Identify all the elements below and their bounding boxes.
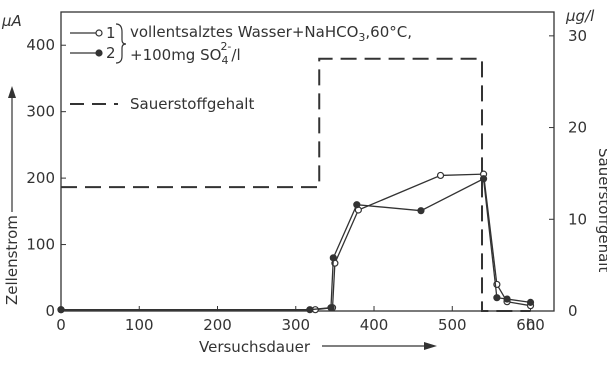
x-tick-label: 0 [56, 316, 66, 334]
legend-text-2-end: /l [231, 46, 240, 64]
legend: 1 2 vollentsalztes Wasser+NaHCO3,60°C, +… [70, 23, 412, 113]
x-tick-label: 500 [438, 316, 467, 334]
x-axis-arrowhead [424, 342, 437, 350]
legend-text-1-main: vollentsalztes Wasser+NaHCO [130, 23, 358, 41]
x-tick-label: 400 [360, 316, 389, 334]
legend-text-2-sub: 4 [221, 54, 228, 67]
y-axis-title-group: Zellenstrom [3, 215, 21, 305]
legend-marker-2 [96, 50, 102, 56]
y-axis-unit: µA [1, 12, 22, 30]
series-2-line [61, 179, 531, 310]
series-1-line [61, 174, 531, 310]
x-tick-label: 200 [203, 316, 232, 334]
y2-tick-label: 10 [568, 210, 587, 228]
legend-text-2-main: +100mg SO [130, 46, 221, 64]
y2-axis-title-group: Sauerstoffgehalt [595, 148, 607, 272]
series-2-point [328, 305, 334, 311]
legend-marker-1 [96, 30, 102, 36]
series-2-point [481, 176, 487, 182]
x-tick-label: 300 [281, 316, 310, 334]
legend-text-line-2: +100mg SO42-/l [130, 40, 241, 67]
series-1-point [438, 172, 444, 178]
y-tick-label: 0 [45, 302, 55, 320]
y2-tick-label: 0 [568, 302, 578, 320]
series-2-point [307, 307, 313, 313]
series-2-point [354, 202, 360, 208]
legend-series-2-number: 2 [106, 44, 116, 62]
y2-axis-title: Sauerstoffgehalt [595, 148, 607, 272]
y2-axis-unit: µg/l [565, 7, 595, 25]
y2-tick-label: 20 [568, 119, 587, 137]
legend-text-2-sup: 2- [220, 40, 231, 53]
legend-oxygen-label: Sauerstoffgehalt [130, 95, 254, 113]
x-tick-label: 100 [125, 316, 154, 334]
y-tick-label: 300 [26, 103, 55, 121]
series-2-point [58, 307, 64, 313]
legend-series-1-number: 1 [106, 24, 116, 42]
legend-text-1-sub: 3 [358, 31, 365, 44]
y-tick-label: 400 [26, 36, 55, 54]
series-2-point [504, 296, 510, 302]
x-tick-label: 600 [516, 316, 545, 334]
series-2-point [494, 295, 500, 301]
y2-tick-label: 30 [568, 27, 587, 45]
legend-text-line-1: vollentsalztes Wasser+NaHCO3,60°C, [130, 23, 412, 44]
y-tick-label: 200 [26, 169, 55, 187]
legend-text-1-end: ,60°C, [365, 23, 412, 41]
y-axis-title: Zellenstrom [3, 215, 21, 305]
axis-ticks: 0 100 200 300 400 500 600 0 100 200 300 400 0 10 20 30 [26, 27, 587, 334]
legend-brace [116, 24, 126, 63]
series-2-point [528, 299, 534, 305]
y-tick-label: 100 [26, 236, 55, 254]
series-2-point [330, 255, 336, 261]
y-axis-arrowhead [8, 86, 16, 98]
x-axis-title: Versuchsdauer [199, 338, 311, 356]
series-2-point [418, 208, 424, 214]
